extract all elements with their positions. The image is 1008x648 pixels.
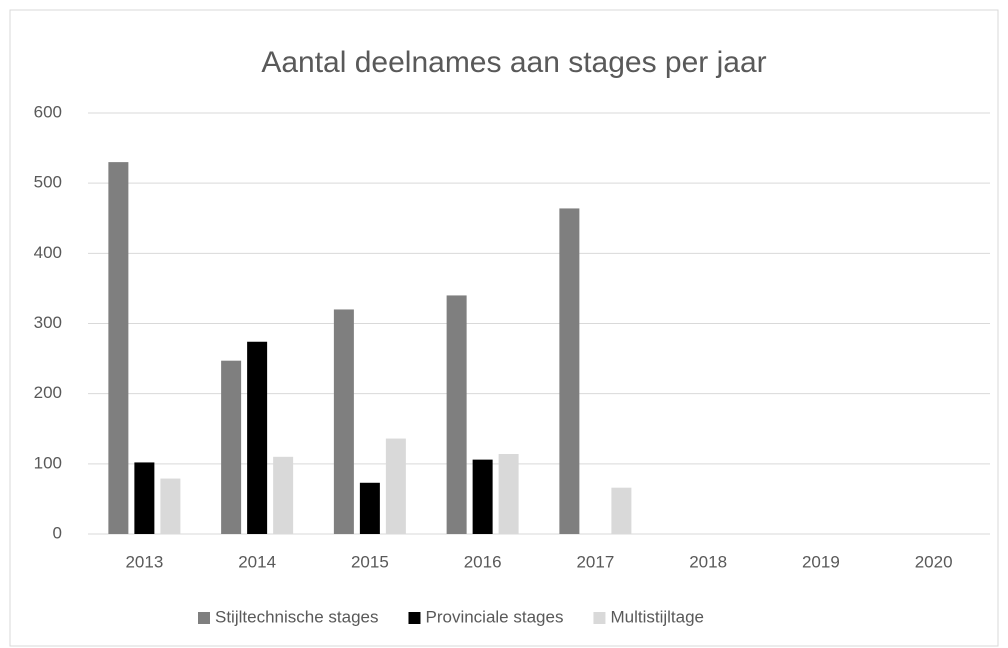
legend-label: Provinciale stages xyxy=(425,607,563,626)
x-tick-label: 2017 xyxy=(576,552,614,571)
bar xyxy=(498,454,519,534)
x-tick-label: 2018 xyxy=(689,552,727,571)
bar xyxy=(359,482,380,534)
y-tick-label: 0 xyxy=(53,523,62,542)
x-tick-label: 2016 xyxy=(464,552,502,571)
bar xyxy=(160,478,181,534)
bar xyxy=(385,438,406,534)
y-tick-label: 200 xyxy=(34,383,62,402)
y-tick-label: 400 xyxy=(34,243,62,262)
x-tick-label: 2019 xyxy=(802,552,840,571)
bar xyxy=(559,208,580,534)
chart-title: Aantal deelnames aan stages per jaar xyxy=(261,46,766,79)
y-tick-label: 100 xyxy=(34,453,62,472)
x-tick-label: 2014 xyxy=(238,552,276,571)
legend-label: Multistijltage xyxy=(610,607,704,626)
legend-swatch xyxy=(593,612,606,624)
legend-label: Stijltechnische stages xyxy=(215,607,378,626)
legend-swatch xyxy=(408,612,421,624)
x-tick-label: 2015 xyxy=(351,552,389,571)
bar xyxy=(221,360,242,534)
chart-frame xyxy=(9,9,999,647)
y-tick-label: 300 xyxy=(34,313,62,332)
bar xyxy=(247,341,268,534)
bar xyxy=(333,309,354,534)
x-tick-label: 2013 xyxy=(125,552,163,571)
legend-swatch xyxy=(198,612,210,624)
y-tick-label: 500 xyxy=(34,173,62,192)
x-tick-label: 2020 xyxy=(915,552,953,571)
bar xyxy=(472,459,493,534)
y-tick-label: 600 xyxy=(34,102,62,121)
bar xyxy=(134,462,155,534)
bar xyxy=(446,295,467,534)
bar xyxy=(108,162,129,534)
bar xyxy=(273,456,294,534)
bar xyxy=(611,487,632,534)
